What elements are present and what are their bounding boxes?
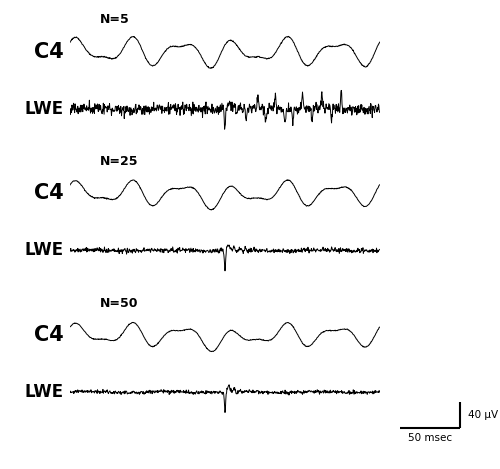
Text: N=50: N=50 [100,297,138,310]
Text: 40 μV: 40 μV [468,410,498,420]
Text: N=5: N=5 [100,14,130,26]
Text: C4: C4 [34,325,64,345]
Text: N=25: N=25 [100,155,138,168]
Text: C4: C4 [34,42,64,61]
Text: C4: C4 [34,183,64,203]
Text: LWE: LWE [24,100,64,118]
Text: LWE: LWE [24,383,64,401]
Text: LWE: LWE [24,242,64,259]
Text: 50 msec: 50 msec [408,433,452,443]
